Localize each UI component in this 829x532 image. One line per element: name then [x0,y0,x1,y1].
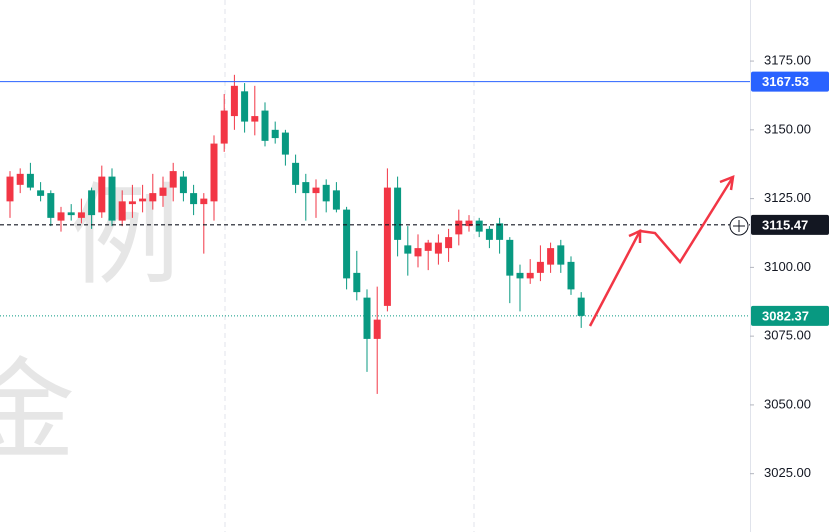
candle-body [302,182,310,194]
candle-body [312,187,320,194]
candle-body [98,176,106,213]
candle-body [424,242,432,251]
candle-body [496,223,504,240]
candle-body [200,198,208,205]
watermark-text: 金 [0,350,75,473]
candle-body [281,132,289,155]
candle-body [139,198,147,202]
price-label-box [751,71,829,92]
candle-body [332,190,340,210]
candle-body [353,272,361,293]
candle-body [526,272,534,279]
candle-body [241,91,249,122]
candle-body [108,176,116,221]
candle-body [220,110,228,144]
price-label: 3167.53 [762,74,809,89]
price-axis: 3025.00 3050.00 3075.00 3100.00 3125.00 3150.… [750,53,829,480]
candle-body [67,212,75,216]
candle-body [88,190,96,216]
candle-body [271,129,279,139]
candle-body [343,209,351,279]
candle-body [57,212,65,221]
y-tick-label: 3125.00 [764,190,811,205]
price-label: 3082.37 [762,308,809,323]
candle-body [6,176,14,202]
candle-body [190,193,198,205]
watermark: ，例金 [0,175,180,473]
candle-body [557,245,565,265]
arrow-head [719,175,735,191]
candle-body [47,193,55,218]
candle-body [261,110,269,141]
candle-body [159,187,167,196]
candle-body [149,193,157,202]
candle-body [434,242,442,254]
candle-body [230,85,238,117]
price-label-box [751,305,829,326]
candle-body [516,272,524,279]
candle-body [445,237,453,249]
candle-body [169,171,177,188]
candle-body [179,176,187,194]
candle-body [383,187,391,306]
candle-body [465,220,473,227]
candle-body [128,201,136,205]
candle-body [506,239,514,276]
y-tick-label: 3175.00 [764,53,811,68]
candle-body [26,173,34,188]
candle-body [251,116,259,122]
y-tick-label: 3050.00 [764,396,811,411]
candle-body [373,319,381,339]
candle-body [567,261,575,290]
candle-body [210,143,218,202]
annotation-arrow [588,176,735,327]
candle-body [37,190,45,196]
candle-body [414,248,422,257]
candle-body [394,187,402,240]
price-label: 3115.47 [762,217,808,232]
y-tick-label: 3025.00 [764,465,811,480]
candle-body [485,228,493,240]
candle-body [455,220,463,235]
candle-body [404,245,412,254]
candle-body [16,173,24,185]
y-tick-label: 3075.00 [764,328,811,343]
candle-body [322,184,330,202]
candle-body [118,201,126,221]
y-tick-label: 3100.00 [764,259,811,274]
candle-body [547,248,555,265]
candle-body [536,261,544,273]
candle-body [475,220,483,232]
arrow-head [628,229,642,243]
candle-body [292,162,300,185]
y-tick-label: 3150.00 [764,121,811,136]
price-label-box [751,214,829,235]
plot [0,74,750,394]
candle-body [77,212,85,218]
candle-body [577,297,585,316]
candle-body [363,297,371,339]
crosshair-button[interactable] [729,216,749,236]
